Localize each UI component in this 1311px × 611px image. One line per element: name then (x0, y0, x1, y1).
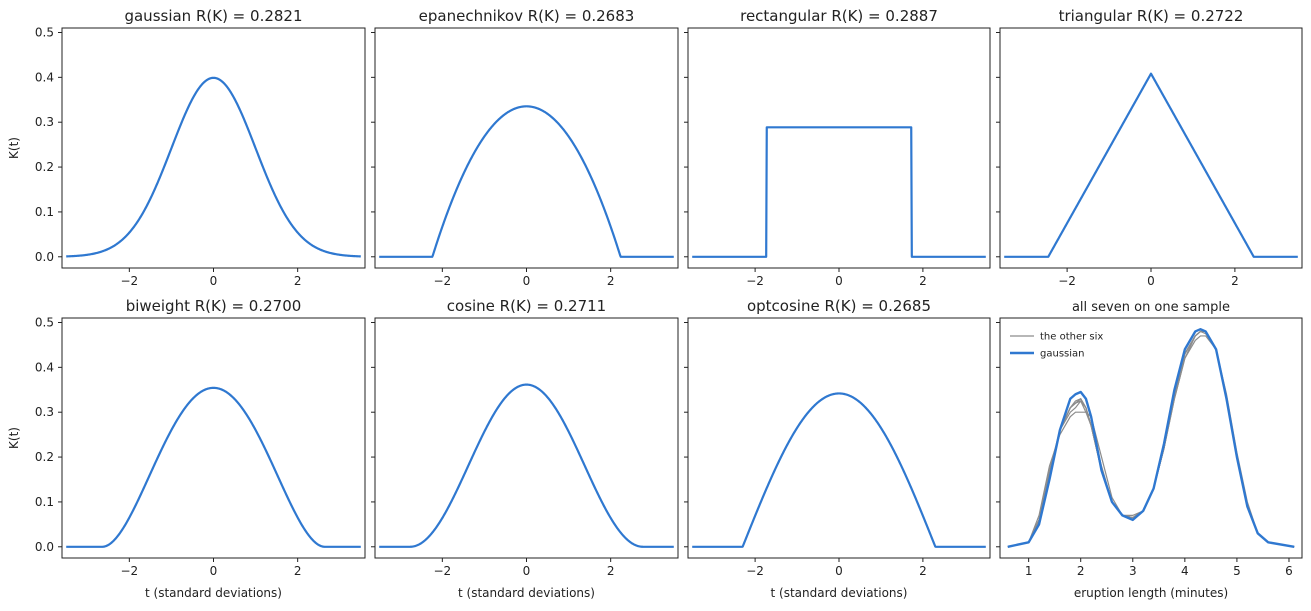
x-tick-label: 0 (523, 564, 531, 578)
x-tick-label: 1 (1025, 564, 1033, 578)
y-tick-label: 0.2 (35, 450, 54, 464)
x-tick-label: 0 (210, 564, 218, 578)
axes-frame (374, 317, 679, 559)
y-tick-label: 0.0 (35, 540, 54, 554)
y-axis-label: K(t) (7, 427, 21, 449)
cosine-kernel-line (378, 383, 675, 548)
x-tick-label: 2 (607, 274, 615, 288)
axes-frame (61, 317, 366, 559)
axes-frame (687, 317, 991, 559)
x-tick-label: 2 (919, 564, 927, 578)
x-axis-label: t (standard deviations) (145, 586, 282, 600)
rectangular-kernel-line (691, 126, 987, 258)
x-tick-label: 0 (523, 274, 531, 288)
subplot-epanechnikov: epanechnikov R(K) = 0.2683 −2 0 2 (371, 7, 679, 288)
optcosine-kernel-line (691, 392, 987, 548)
x-tick-label: 0 (835, 274, 843, 288)
x-tick-label: −2 (746, 274, 764, 288)
x-tick-label: 2 (1231, 274, 1239, 288)
axes-frame (999, 27, 1303, 269)
gaussian-density-line (1007, 328, 1295, 548)
y-tick-label: 0.3 (35, 115, 54, 129)
subplot-title: epanechnikov R(K) = 0.2683 (419, 7, 635, 25)
y-tick-label: 0.0 (35, 250, 54, 264)
subplot-title: rectangular R(K) = 0.2887 (740, 7, 938, 25)
x-tick-label: −2 (746, 564, 764, 578)
subplot-optcosine: optcosine R(K) = 0.2685 −2 0 2 t (standard d… (684, 297, 991, 600)
epanechnikov-kernel-line (378, 105, 675, 258)
subplot-rectangular: rectangular R(K) = 0.2887 −2 0 2 (684, 7, 991, 288)
x-tick-label: 4 (1181, 564, 1189, 578)
subplot-cosine: cosine R(K) = 0.2711 −2 0 2 t (standard devi… (371, 297, 679, 600)
subplot-title: cosine R(K) = 0.2711 (447, 297, 606, 315)
y-tick-label: 0.1 (35, 205, 54, 219)
x-tick-label: 2 (919, 274, 927, 288)
x-tick-label: 6 (1285, 564, 1293, 578)
x-tick-label: 2 (294, 274, 302, 288)
x-axis-label: eruption length (minutes) (1074, 586, 1228, 600)
y-tick-label: 0.1 (35, 495, 54, 509)
y-axis-label: K(t) (7, 137, 21, 159)
x-tick-label: −2 (120, 564, 138, 578)
x-tick-label: 3 (1129, 564, 1137, 578)
x-tick-label: −2 (433, 564, 451, 578)
x-axis-label: t (standard deviations) (771, 586, 908, 600)
legend-label-gaussian: gaussian (1040, 349, 1084, 360)
gaussian-kernel-line (65, 76, 362, 258)
x-tick-label: 0 (210, 274, 218, 288)
subplot-title: triangular R(K) = 0.2722 (1059, 7, 1244, 25)
axes-frame (61, 27, 366, 269)
x-tick-label: 0 (1147, 274, 1155, 288)
x-tick-label: 2 (607, 564, 615, 578)
axes-frame (374, 27, 679, 269)
legend: the other six gaussian (1010, 332, 1103, 360)
subplot-gaussian: gaussian R(K) = 0.2821 −2 0 2 0.0 0.1 0.2 0.3 0.… (7, 7, 366, 288)
legend-label-other-six: the other six (1040, 332, 1103, 343)
y-tick-label: 0.4 (35, 70, 54, 84)
y-tick-label: 0.4 (35, 360, 54, 374)
subplot-title: all seven on one sample (1072, 300, 1230, 315)
biweight-kernel-line (65, 386, 362, 548)
subplot-title: gaussian R(K) = 0.2821 (124, 7, 302, 25)
subplot-title: optcosine R(K) = 0.2685 (747, 297, 931, 315)
x-tick-label: 0 (835, 564, 843, 578)
y-tick-label: 0.2 (35, 160, 54, 174)
x-tick-label: 5 (1233, 564, 1241, 578)
axes-frame (687, 27, 991, 269)
y-tick-label: 0.5 (35, 25, 54, 39)
triangular-kernel-line (1003, 72, 1299, 258)
y-tick-label: 0.5 (35, 315, 54, 329)
x-tick-label: −2 (433, 274, 451, 288)
x-axis-label: t (standard deviations) (458, 586, 595, 600)
x-tick-label: 2 (294, 564, 302, 578)
x-tick-label: −2 (1058, 274, 1076, 288)
subplot-biweight: biweight R(K) = 0.2700 −2 0 2 0.0 0.1 0.2 0.3 0.… (7, 297, 366, 600)
subplot-combined: all seven on one sample the other six gaus… (996, 300, 1303, 600)
y-tick-label: 0.3 (35, 405, 54, 419)
axes-frame (999, 317, 1303, 559)
x-tick-label: −2 (120, 274, 138, 288)
subplot-title: biweight R(K) = 0.2700 (126, 297, 302, 315)
x-tick-label: 2 (1077, 564, 1085, 578)
subplot-triangular: triangular R(K) = 0.2722 −2 0 2 (996, 7, 1303, 288)
